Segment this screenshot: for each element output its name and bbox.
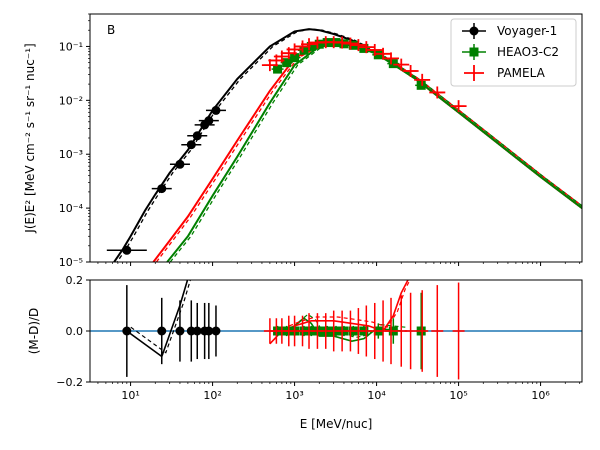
voyager-1-point [169,159,190,169]
bottom-panel: −0.2 0.0 0.2 10¹ 10² 10³ 10⁴ 10⁵ 10⁶ (M-D)/D E … [27,274,583,431]
voyager-1-point [198,116,219,126]
pamela-point [393,58,410,71]
voyager-1-point [181,140,202,150]
top-y-ticks: 10⁻⁵ 10⁻⁴ 10⁻³ 10⁻² 10⁻¹ [59,13,90,269]
top-y-tick-label: 10⁻² [59,94,83,107]
x-tick-label: 10⁴ [367,389,386,402]
voyager-1-residuals-point [204,302,214,360]
heao3-c2-point [271,64,284,74]
residual-model-black-residual [126,280,189,358]
bottom-residuals [90,280,582,380]
pamela-point [350,39,367,52]
voyager-1-residuals-point [211,305,221,357]
residual-dashed-model-black-residual [130,280,191,354]
voyager-1-residuals-point [157,297,167,365]
pamela-residuals-point [452,282,465,380]
bottom-x-ticks: 10¹ 10² 10³ 10⁴ 10⁵ 10⁶ [97,382,581,402]
pamela-point [294,40,311,53]
bottom-y-tick-label: 0.0 [66,325,84,338]
voyager-1-point [187,131,208,141]
legend-label-pamela: PAMELA [497,66,546,80]
pamela-residuals-point [385,297,398,365]
top-y-tick-label: 10⁻¹ [59,40,83,53]
pamela-point [286,43,303,56]
pamela-point [366,43,383,56]
voyager-1-point [106,245,147,255]
pamela-point [450,100,467,113]
x-tick-label: 10⁶ [531,389,550,402]
x-axis-label: E [MeV/nuc] [300,417,373,431]
pamela-residuals-point [404,292,417,370]
top-y-tick-label: 10⁻⁵ [59,256,83,269]
heao3-c2-point [288,53,301,63]
bottom-y-tick-label: 0.2 [66,274,84,287]
legend-marker-voyager [469,26,479,36]
top-y-tick-label: 10⁻⁴ [59,202,84,215]
legend-entry-pamela: PAMELA [464,65,546,81]
x-tick-label: 10¹ [121,389,139,402]
heao3-c2-point [415,80,428,90]
heao3-c2-point [387,59,400,69]
legend-label-heao: HEAO3-C2 [497,45,559,59]
voyager-1-residuals-point [122,285,132,377]
voyager-1-point [205,105,226,115]
pamela-residuals-point [416,290,429,372]
bottom-y-tick-label: −0.2 [56,376,83,389]
legend-marker-heao [469,47,479,57]
x-tick-label: 10³ [285,389,303,402]
panel-label: B [107,23,115,37]
pamela-residuals-point [431,285,444,377]
pamela-point [383,52,400,65]
legend-entry-heao: HEAO3-C2 [462,44,559,60]
legend: Voyager-1 HEAO3-C2 PAMELA [450,18,577,87]
top-x-ticks [97,262,581,266]
bottom-y-axis-label: (M-D)/D [27,308,41,355]
pamela-point [334,36,351,49]
x-tick-label: 10⁵ [449,389,467,402]
top-y-tick-label: 10⁻³ [59,148,83,161]
legend-entry-voyager: Voyager-1 [462,23,557,39]
pamela-point [402,65,419,78]
residual-dashed-model-red-residual [273,280,411,341]
pamela-point [301,38,318,51]
bottom-y-ticks: −0.2 0.0 0.2 [56,274,90,389]
legend-box [450,18,577,87]
pamela-point [429,86,446,99]
pamela-point [342,37,359,50]
pamela-point [358,41,375,54]
top-y-axis-label: J(E)E² [MeV cm⁻² s⁻¹ sr⁻¹ nuc⁻¹] [23,43,37,233]
heao3-c2-point [280,58,293,68]
heao3-c2-point [357,43,370,53]
legend-label-voyager: Voyager-1 [497,24,557,38]
pamela-point [414,73,431,86]
x-tick-label: 10² [203,389,221,402]
voyager-1-point [151,184,172,194]
voyager-1-residuals-point [192,302,202,360]
top-data-points [106,36,467,255]
voyager-1-residuals-point [175,300,185,362]
curve-dashed-model-black [116,28,582,262]
top-panel: 10⁻⁵ 10⁻⁴ 10⁻³ 10⁻² 10⁻¹ B J(E)E² [MeV cm⁻² … [23,13,583,269]
